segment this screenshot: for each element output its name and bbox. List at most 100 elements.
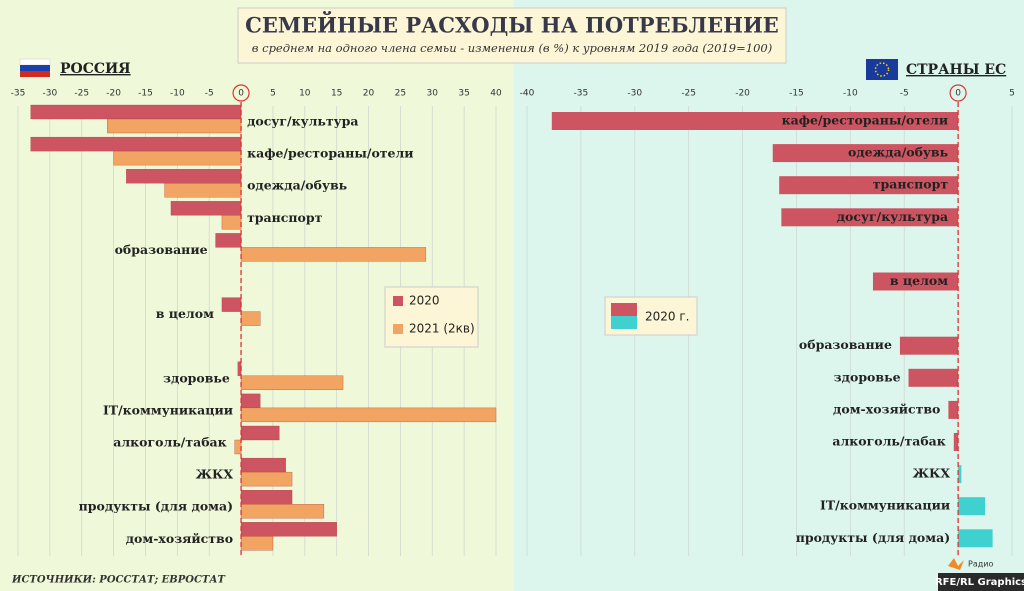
zero-marker (949, 84, 967, 102)
bar (908, 368, 959, 387)
x-tick-label: -5 (205, 89, 214, 99)
legend-swatch (611, 303, 637, 316)
x-tick-label: 10 (299, 89, 311, 99)
chart-title: СЕМЕЙНЫЕ РАСХОДЫ НА ПОТРЕБЛЕНИЕ (245, 12, 779, 38)
title-box (237, 7, 787, 64)
logo-text: Радио (968, 560, 993, 569)
bar (779, 176, 959, 195)
bar (107, 118, 242, 134)
category-label: алкоголь/табак (832, 434, 945, 449)
bar (948, 400, 959, 419)
x-tick-label: -20 (735, 89, 750, 99)
x-tick-label: 5 (1009, 89, 1015, 99)
source: ИСТОЧНИКИ: РОССТАТ; ЕВРОСТАТ (11, 575, 227, 586)
bar (240, 375, 344, 390)
logo-mark (948, 558, 964, 570)
x-tick-label: -35 (11, 89, 26, 99)
bar (126, 169, 242, 184)
bar (240, 393, 261, 409)
zero-marker (232, 84, 250, 102)
bar (234, 439, 242, 455)
bar (30, 136, 242, 152)
region-title: СТРАНЫ ЕС (906, 62, 1006, 78)
category-label: транспорт (247, 210, 323, 225)
category-label: продукты (для дома) (79, 499, 233, 514)
x-tick-label: -25 (681, 89, 696, 99)
region-title: РОССИЯ (60, 61, 131, 77)
bar (240, 457, 286, 473)
bar (221, 215, 242, 230)
bar (240, 490, 293, 505)
legend-swatch (611, 316, 637, 329)
x-tick-label: -25 (74, 89, 89, 99)
category-label: здоровье (834, 369, 901, 384)
credit-box (938, 573, 1024, 591)
bar (30, 104, 242, 120)
x-tick-label: 0 (238, 89, 244, 99)
legend-swatch (393, 296, 403, 306)
x-tick-label: -40 (520, 89, 535, 99)
x-tick-label: -5 (900, 89, 909, 99)
legend-label: 2020 (409, 294, 440, 308)
bar (113, 150, 242, 166)
x-tick-label: -10 (170, 89, 185, 99)
bar (240, 311, 261, 326)
category-label: дом-хозяйство (126, 531, 233, 546)
x-tick-label: -15 (789, 89, 804, 99)
bar (551, 112, 959, 130)
x-tick-label: 5 (270, 89, 276, 99)
bar (958, 497, 986, 516)
category-label: IT/коммуникации (820, 498, 950, 513)
bar (164, 183, 242, 198)
category-label: продукты (для дома) (796, 530, 950, 545)
category-label: дом-хозяйство (833, 401, 940, 416)
bar (240, 504, 325, 519)
bar (899, 336, 959, 355)
x-tick-label: -30 (43, 89, 58, 99)
bar (781, 208, 959, 227)
category-label: ЖКХ (913, 466, 951, 481)
bar (872, 272, 959, 291)
bar (240, 247, 427, 262)
legend-label: 2021 (2кв) (409, 322, 475, 336)
category-label: в целом (156, 306, 214, 321)
bar (170, 201, 242, 216)
x-tick-label: 30 (427, 89, 439, 99)
category-label: кафе/рестораны/отели (782, 113, 949, 128)
category-label: образование (799, 337, 892, 352)
subtitle: в среднем на одного члена семьи - измене… (252, 41, 772, 55)
bar (240, 425, 280, 441)
x-tick-label: 25 (395, 89, 406, 99)
legend-label: 2020 г. (645, 310, 689, 324)
bar (221, 297, 242, 312)
x-tick-label: 0 (955, 89, 961, 99)
bar (240, 522, 337, 537)
category-label: в целом (890, 273, 948, 288)
bar (215, 233, 242, 248)
category-label: досуг/культура (247, 114, 358, 129)
x-tick-label: -15 (138, 89, 153, 99)
category-label: кафе/рестораны/отели (247, 146, 414, 161)
bar (958, 465, 962, 484)
bar (953, 433, 959, 451)
bar (240, 407, 497, 423)
x-tick-label: -30 (627, 89, 642, 99)
category-label: досуг/культура (837, 209, 948, 224)
category-label: одежда/обувь (848, 145, 948, 160)
x-tick-label: 15 (331, 89, 342, 99)
legend-swatch (393, 324, 403, 334)
bar (958, 529, 993, 548)
bar (772, 144, 959, 163)
category-label: IT/коммуникации (103, 402, 233, 417)
russia-flag (19, 58, 51, 77)
x-tick-label: -20 (106, 89, 121, 99)
category-label: транспорт (873, 177, 949, 192)
eu-flag (866, 59, 898, 80)
bar (240, 536, 274, 551)
x-tick-label: 35 (458, 89, 469, 99)
category-label: образование (115, 242, 208, 257)
x-tick-label: -10 (843, 89, 858, 99)
category-label: ЖКХ (196, 467, 234, 482)
right-background (514, 0, 1024, 591)
